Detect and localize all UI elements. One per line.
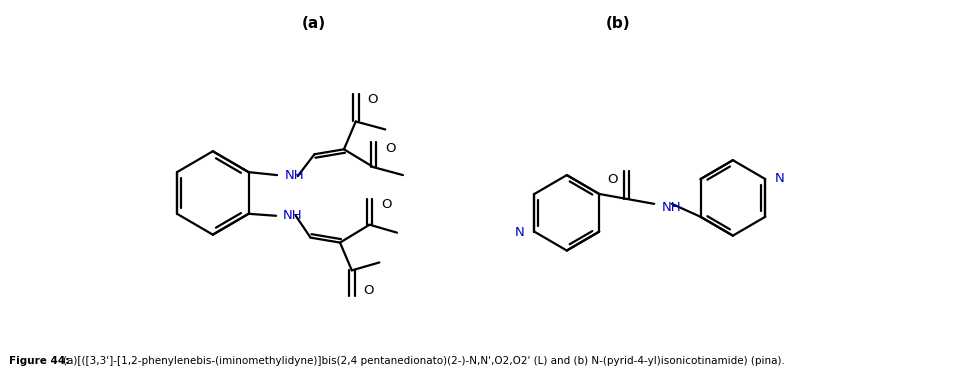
Text: O: O <box>608 172 618 186</box>
Text: NH: NH <box>283 209 303 222</box>
Text: N: N <box>515 226 525 239</box>
Text: NH: NH <box>285 169 305 182</box>
Text: NH: NH <box>662 201 682 214</box>
Text: (b): (b) <box>606 16 630 31</box>
Text: Figure 44:: Figure 44: <box>9 356 73 366</box>
Text: (a)[([3,3']-[1,2-phenylenebis-(iminomethylidyne)]bis(2,4 pentanedionato)(2-)-N,N: (a)[([3,3']-[1,2-phenylenebis-(iminometh… <box>64 356 786 366</box>
Text: N: N <box>775 172 785 184</box>
Text: O: O <box>381 198 392 211</box>
Text: O: O <box>367 93 378 106</box>
Text: O: O <box>363 284 374 297</box>
Text: (a): (a) <box>302 16 326 31</box>
Text: O: O <box>385 142 396 155</box>
